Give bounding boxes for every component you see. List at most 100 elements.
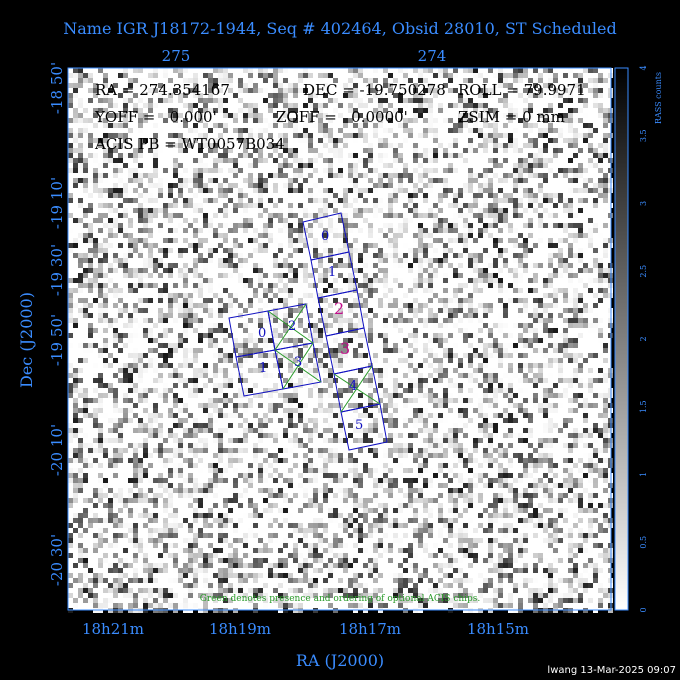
pixel: [338, 588, 343, 593]
pixel: [113, 538, 118, 543]
pixel: [453, 448, 458, 453]
pixel: [283, 263, 288, 268]
pixel: [338, 428, 343, 433]
pixel: [468, 223, 473, 228]
pixel: [293, 218, 298, 223]
pixel: [98, 293, 103, 298]
pixel: [418, 483, 423, 488]
pixel: [343, 238, 348, 243]
pixel: [398, 488, 403, 493]
pixel: [403, 433, 408, 438]
pixel: [258, 193, 263, 198]
pixel: [103, 113, 108, 118]
pixel: [88, 578, 93, 583]
pixel: [113, 148, 118, 153]
pixel: [438, 218, 443, 223]
pixel: [388, 228, 393, 233]
pixel: [383, 388, 388, 393]
pixel: [123, 573, 128, 578]
pixel: [103, 283, 108, 288]
pixel: [408, 173, 413, 178]
pixel: [303, 208, 308, 213]
pixel: [338, 288, 343, 293]
pixel: [203, 443, 208, 448]
pixel: [278, 483, 283, 488]
pixel: [203, 218, 208, 223]
pixel: [188, 433, 193, 438]
pixel: [203, 298, 208, 303]
pixel: [363, 353, 368, 358]
pixel: [83, 108, 88, 113]
pixel: [328, 448, 333, 453]
pixel: [268, 338, 273, 343]
pixel: [423, 508, 428, 513]
pixel: [233, 563, 238, 568]
pixel: [393, 158, 398, 163]
pixel: [453, 353, 458, 358]
pixel: [108, 438, 113, 443]
pixel: [228, 398, 233, 403]
pixel: [468, 378, 473, 383]
pixel: [283, 578, 288, 583]
pixel: [128, 498, 133, 503]
pixel: [308, 478, 313, 483]
pixel: [413, 208, 418, 213]
pixel: [433, 318, 438, 323]
pixel: [443, 353, 448, 358]
pixel: [448, 553, 453, 558]
pixel: [418, 473, 423, 478]
pixel: [133, 273, 138, 278]
pixel: [83, 358, 88, 363]
pixel: [423, 148, 428, 153]
pixel: [438, 343, 443, 348]
pixel: [388, 418, 393, 423]
pixel: [478, 73, 483, 78]
pixel: [433, 213, 438, 218]
pixel: [168, 248, 173, 253]
pixel: [453, 73, 458, 78]
pixel: [253, 288, 258, 293]
pixel: [208, 373, 213, 378]
pixel: [438, 548, 443, 553]
pixel: [93, 113, 98, 118]
pixel: [108, 98, 113, 103]
pixel: [173, 113, 178, 118]
pixel: [158, 143, 163, 148]
pixel: [263, 178, 268, 183]
pixel: [208, 513, 213, 518]
pixel: [263, 388, 268, 393]
pixel: [363, 208, 368, 213]
pixel: [168, 133, 173, 138]
pixel: [383, 163, 388, 168]
pixel: [313, 558, 318, 563]
pixel: [408, 333, 413, 338]
pixel: [188, 448, 193, 453]
pixel: [103, 273, 108, 278]
pixel: [178, 148, 183, 153]
pixel: [313, 428, 318, 433]
pixel: [423, 533, 428, 538]
pixel: [418, 108, 423, 113]
pixel: [303, 528, 308, 533]
pixel: [373, 163, 378, 168]
pixel: [403, 583, 408, 588]
pixel: [113, 133, 118, 138]
pixel: [268, 568, 273, 573]
pixel: [273, 203, 278, 208]
pixel: [173, 298, 178, 303]
pixel: [88, 98, 93, 103]
pixel: [333, 448, 338, 453]
pixel: [88, 178, 93, 183]
pixel: [283, 213, 288, 218]
pixel: [228, 558, 233, 563]
pixel: [358, 403, 363, 408]
pixel: [383, 508, 388, 513]
pixel: [468, 293, 473, 298]
pixel: [363, 243, 368, 248]
pixel: [333, 278, 338, 283]
pixel: [283, 433, 288, 438]
pixel: [418, 303, 423, 308]
pixel: [338, 438, 343, 443]
pixel: [313, 373, 318, 378]
pixel: [88, 223, 93, 228]
